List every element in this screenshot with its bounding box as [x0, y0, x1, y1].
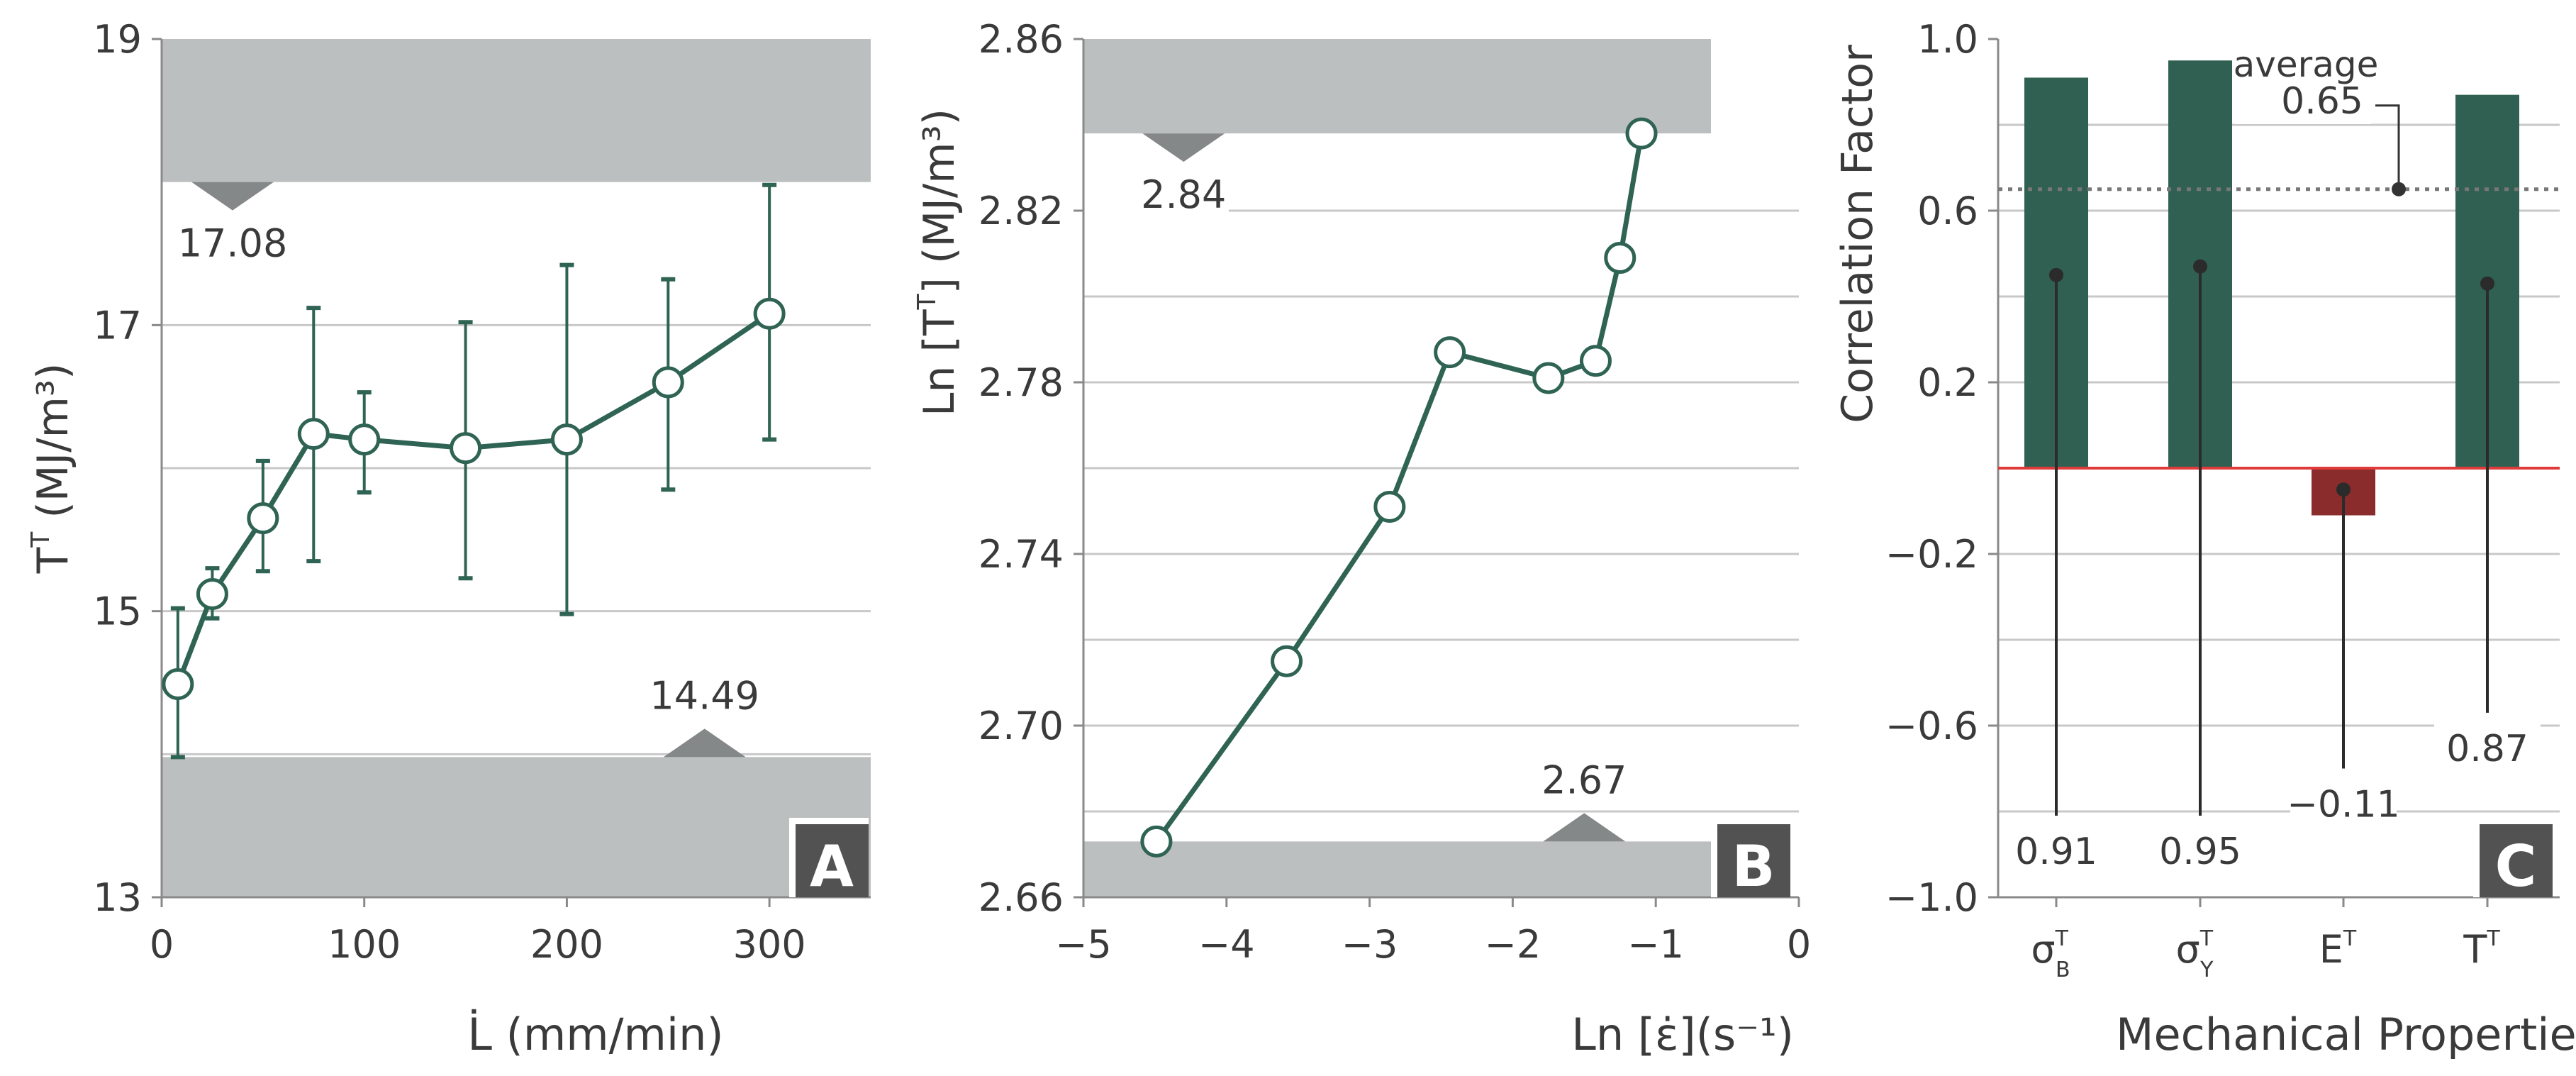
- panel-b-series-line: [1154, 133, 1644, 843]
- panel-c-stem-dot: [2480, 276, 2494, 291]
- panel-a-x-tick-label: 0: [150, 922, 174, 967]
- panel-a-y-label: TT (MJ/m³): [26, 363, 78, 575]
- panel-a-upper-band-label: 17.08: [178, 221, 288, 266]
- panel-c-badge: [2480, 824, 2553, 897]
- panel-c-y-tick-label: −0.6: [1885, 704, 1978, 748]
- panel-b-data-point: [1532, 362, 1565, 394]
- panel-a-x-tick-label: 300: [733, 922, 806, 967]
- panel-c-value-label: −0.11: [2287, 784, 2399, 826]
- panel-c-stem-dot: [2193, 259, 2207, 274]
- panel-c-value-label-bg: [2290, 777, 2397, 827]
- panel-c-average-label-bg: [2235, 43, 2371, 124]
- panel-c-value-label-bg: [2147, 824, 2253, 875]
- panel-a-upper-band: [162, 39, 871, 182]
- panel-a-y-tick-label: 17: [93, 303, 142, 348]
- panel-a-lower-band-label: 14.49: [649, 673, 759, 718]
- panel-a-y-tick-label: 15: [93, 589, 142, 634]
- panel-c-y-label: Correlation Factor: [1833, 45, 1883, 423]
- panel-b-data-point: [1579, 345, 1612, 377]
- panel-c-value-label-bg: [2003, 824, 2109, 875]
- panel-c-y-tick-label: 1.0: [1917, 17, 1978, 62]
- panel-b: −5 −4 −3 −2 −1 0 2.66 2.70 2.74 2.78 2.82 2.86 2.8…: [913, 17, 1811, 1060]
- panel-a-label: A: [810, 833, 854, 899]
- panel-b-lower-band-label: 2.67: [1541, 758, 1627, 802]
- panel-b-y-tick-label: 2.66: [978, 875, 1064, 920]
- panel-a-data-point: [450, 432, 482, 465]
- panel-c-x-label: Mechanical Properties: [2116, 1009, 2576, 1060]
- panel-b-label: B: [1732, 833, 1775, 899]
- panel-b-y-tick-label: 2.78: [978, 360, 1064, 405]
- panel-a-lower-marker: [663, 728, 746, 758]
- panel-b-data-point: [1140, 825, 1173, 858]
- panel-a-series-line: [175, 311, 771, 685]
- panel-c-y-tick-label: 0.2: [1917, 360, 1978, 405]
- panel-b-y-label: Ln [TT] (MJ/m³): [913, 109, 964, 416]
- panel-c-y-tick-label: 0.6: [1917, 189, 1978, 233]
- panel-b-y-tick-label: 2.82: [978, 189, 1064, 233]
- panel-b-x-label: Ln [ε̇](s⁻¹): [1571, 1009, 1794, 1060]
- panel-a-data-point: [162, 668, 194, 701]
- panel-a-data-point: [652, 366, 684, 399]
- panel-b-data-point: [1625, 117, 1658, 150]
- panel-c-y-tick-label: −0.2: [1885, 532, 1978, 577]
- panel-b-data-point: [1604, 242, 1637, 274]
- panel-b-data-point: [1434, 336, 1466, 369]
- panel-b-y-tick-label: 2.74: [978, 532, 1064, 577]
- panel-a: 0 100 200 300 13 15 17 19 17.08 14.49 A L̇ (mm/…: [26, 17, 871, 1060]
- panel-a-y-tick-label: 19: [93, 17, 142, 62]
- panel-c-category-label: σT Y: [2176, 926, 2214, 982]
- panel-b-y-tick-label: 2.70: [978, 704, 1064, 748]
- panel-c-stem-dot: [2336, 482, 2351, 497]
- panel-a-data-point: [196, 577, 228, 610]
- panel-b-upper-marker: [1142, 133, 1225, 162]
- panel-b-data-point: [1373, 490, 1406, 523]
- panel-b-data-point: [1271, 645, 1303, 677]
- panel-c-category-label: σT B: [2031, 926, 2070, 982]
- panel-a-data-point: [753, 297, 786, 330]
- panel-b-x-tick-label: −3: [1342, 922, 1398, 967]
- panel-b-upper-band-label: 2.84: [1141, 172, 1226, 217]
- panel-a-x-label: L̇ (mm/min): [467, 1009, 723, 1060]
- panel-c-value-label-bg: [2434, 721, 2541, 771]
- panel-c-y-tick-label: −1.0: [1885, 875, 1978, 920]
- panel-a-y-tick-label: 13: [93, 875, 142, 920]
- panel-b-x-tick-label: −2: [1485, 922, 1541, 967]
- panel-a-x-tick-label: 100: [328, 922, 401, 967]
- panel-b-badge: [1717, 824, 1790, 897]
- panel-b-lower-band: [1083, 841, 1711, 897]
- panel-b-upper-band: [1083, 39, 1711, 134]
- panel-a-data-point: [550, 423, 583, 456]
- panel-b-y-tick-label: 2.86: [978, 17, 1064, 62]
- panel-c-average-label: average: [2234, 44, 2379, 85]
- panel-a-data-point: [297, 418, 330, 450]
- panel-c-value-label: 0.91: [2015, 831, 2097, 873]
- panel-a-data-point: [348, 423, 381, 456]
- panel-c-category-label: TT: [2463, 926, 2500, 972]
- panel-a-x-tick-label: 200: [530, 922, 603, 967]
- panel-a-lower-band: [162, 757, 871, 897]
- panel-c-label: C: [2495, 833, 2537, 899]
- panel-b-lower-marker: [1543, 813, 1626, 842]
- panel-c-stem-dot: [2049, 267, 2063, 282]
- panel-c-category-label: ET: [2319, 926, 2357, 972]
- panel-b-x-tick-label: −5: [1055, 922, 1112, 967]
- panel-a-data-point: [247, 502, 279, 535]
- panel-b-x-tick-label: −1: [1627, 922, 1684, 967]
- panel-c-average-value: 0.65: [2281, 80, 2363, 123]
- panel-c-value-label: 0.95: [2159, 831, 2241, 873]
- panel-b-x-tick-label: 0: [1787, 922, 1811, 967]
- panel-c-average-leader: [2375, 104, 2400, 189]
- panel-a-upper-marker: [191, 182, 274, 211]
- panel-b-x-tick-label: −4: [1198, 922, 1255, 967]
- panel-c-value-label: 0.87: [2446, 728, 2528, 770]
- panel-a-badge: [796, 824, 869, 897]
